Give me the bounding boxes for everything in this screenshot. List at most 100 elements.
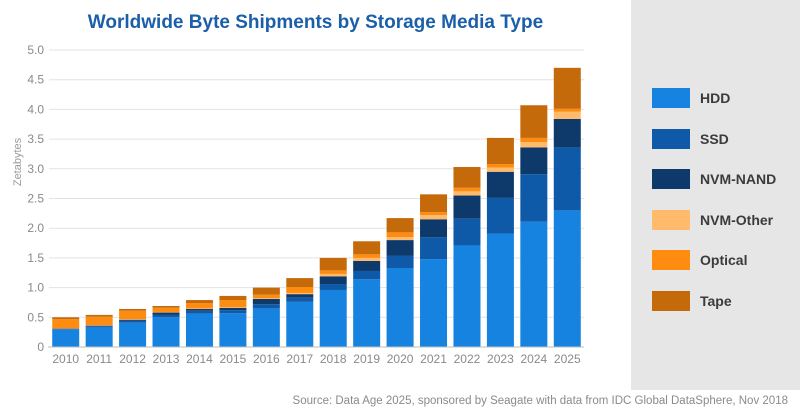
x-tick-label: 2022 [454, 352, 481, 366]
bar-segment-hdd-2012 [119, 322, 147, 347]
bar-segment-hdd-2024 [520, 221, 548, 347]
bar-segment-nvm-nand-2017 [286, 294, 314, 298]
stacked-bar-chart: 0 0.5 1.0 1.5 2.0 2.5 3.0 3.5 4.0 4.5 5.0 Zetabyte… [12, 43, 584, 366]
y-tick-label: 2.5 [27, 192, 44, 206]
legend-label: NVM-NAND [700, 171, 777, 187]
legend-swatch [652, 88, 690, 108]
bar-segment-tape-2021 [420, 194, 448, 213]
bar-segment-nvm-nand-2013 [152, 312, 180, 315]
bar-segment-hdd-2019 [353, 279, 381, 347]
bar-segment-ssd-2013 [152, 314, 180, 318]
bar-segment-optical-2022 [453, 187, 481, 192]
legend-item-nvm-other: NVM-Other [652, 209, 792, 230]
bar-segment-optical-2024 [520, 137, 548, 143]
bar-segment-optical-2019 [353, 254, 381, 258]
bar-segment-hdd-2013 [152, 317, 180, 347]
bar-segment-ssd-2018 [319, 284, 347, 290]
bar-segment-optical-2012 [119, 310, 147, 320]
bar-segment-hdd-2018 [319, 289, 347, 347]
bar-segment-ssd-2012 [119, 320, 147, 323]
bar-segment-hdd-2017 [286, 301, 314, 347]
bar-segment-ssd-2016 [252, 304, 280, 309]
bar-segment-tape-2010 [52, 317, 80, 320]
bar-segment-ssd-2014 [185, 310, 213, 314]
bar-segment-tape-2015 [219, 295, 247, 301]
y-tick-label: 1.0 [27, 281, 44, 295]
bar-segment-tape-2022 [453, 167, 481, 188]
y-axis-ticks: 0 0.5 1.0 1.5 2.0 2.5 3.0 3.5 4.0 4.5 5.0 [27, 43, 44, 354]
legend-label: HDD [700, 90, 731, 106]
legend-swatch [652, 209, 690, 230]
bar-segment-ssd-2015 [219, 310, 247, 314]
bar-segment-nvm-other-2010 [52, 327, 80, 329]
y-tick-label: 0 [37, 340, 44, 354]
bar-segment-nvm-nand-2012 [119, 319, 147, 321]
legend-item-nvm-nand: NVM-NAND [652, 169, 792, 189]
bar-segment-hdd-2020 [386, 268, 414, 347]
bar-segment-nvm-other-2023 [486, 167, 514, 172]
bar-segment-optical-2023 [486, 164, 514, 168]
legend-swatch [652, 250, 690, 270]
bar-segment-nvm-nand-2016 [252, 298, 280, 305]
bar-segment-tape-2017 [286, 278, 314, 288]
bar-segment-nvm-other-2018 [319, 273, 347, 277]
legend-panel [631, 0, 800, 390]
y-tick-label: 3.0 [27, 162, 44, 176]
y-axis-label: Zetabytes [12, 137, 24, 186]
legend-item-tape: Tape [652, 290, 792, 311]
bar-segment-nvm-nand-2024 [520, 147, 548, 175]
legend-swatch [652, 169, 690, 189]
bar-segment-tape-2025 [553, 67, 581, 109]
bar-segment-tape-2023 [486, 137, 514, 165]
bar-segment-nvm-nand-2022 [453, 195, 481, 219]
x-tick-label: 2010 [52, 352, 79, 366]
bar-segment-tape-2013 [152, 306, 180, 308]
legend-item-hdd: HDD [652, 88, 792, 108]
x-tick-label: 2025 [554, 352, 581, 366]
footer: Source: Data Age 2025, sponsored by Seag… [0, 390, 800, 417]
x-tick-label: 2013 [153, 352, 180, 366]
bar-segment-nvm-nand-2020 [386, 240, 414, 256]
bar-segment-nvm-other-2012 [119, 319, 147, 320]
bar-segment-nvm-other-2016 [252, 298, 280, 299]
bar-segment-optical-2018 [319, 270, 347, 274]
x-tick-label: 2015 [220, 352, 247, 366]
bars [52, 67, 581, 347]
legend-item-optical: Optical [652, 250, 792, 270]
bar-segment-hdd-2010 [52, 329, 80, 347]
bar-segment-tape-2014 [185, 300, 213, 304]
bar-segment-nvm-nand-2018 [319, 276, 347, 285]
legend-label: NVM-Other [700, 211, 774, 228]
bar-segment-nvm-nand-2014 [185, 308, 213, 311]
bar-segment-nvm-nand-2025 [553, 118, 581, 148]
bar-segment-nvm-nand-2011 [85, 325, 113, 327]
bar-segment-ssd-2021 [420, 237, 448, 260]
bar-segment-nvm-other-2013 [152, 311, 180, 313]
bar-segment-ssd-2020 [386, 255, 414, 268]
bar-segment-nvm-other-2019 [353, 257, 381, 261]
bar-segment-nvm-other-2020 [386, 237, 414, 241]
legend-swatch [652, 290, 690, 311]
x-tick-label: 2016 [253, 352, 280, 366]
bar-segment-hdd-2016 [252, 308, 280, 347]
x-tick-label: 2020 [387, 352, 414, 366]
bar-segment-nvm-nand-2015 [219, 307, 247, 311]
bar-segment-nvm-other-2017 [286, 292, 314, 295]
x-tick-label: 2017 [286, 352, 313, 366]
bar-segment-optical-2017 [286, 287, 314, 293]
bar-segment-optical-2015 [219, 300, 247, 308]
legend-label: SSD [700, 130, 729, 147]
bar-segment-tape-2011 [85, 314, 113, 317]
y-tick-label: 2.0 [27, 221, 44, 235]
bar-segment-hdd-2011 [85, 327, 113, 347]
source-note: Source: Data Age 2025, sponsored by Seag… [292, 395, 788, 407]
x-tick-label: 2018 [320, 352, 347, 366]
bar-segment-ssd-2019 [353, 270, 381, 280]
bar-segment-nvm-other-2022 [453, 191, 481, 196]
bar-segment-ssd-2024 [520, 174, 548, 222]
bar-segment-ssd-2025 [553, 147, 581, 211]
bar-segment-tape-2019 [353, 241, 381, 255]
bar-segment-optical-2013 [152, 307, 180, 312]
bar-segment-tape-2018 [319, 257, 347, 271]
bar-segment-hdd-2025 [553, 210, 581, 347]
